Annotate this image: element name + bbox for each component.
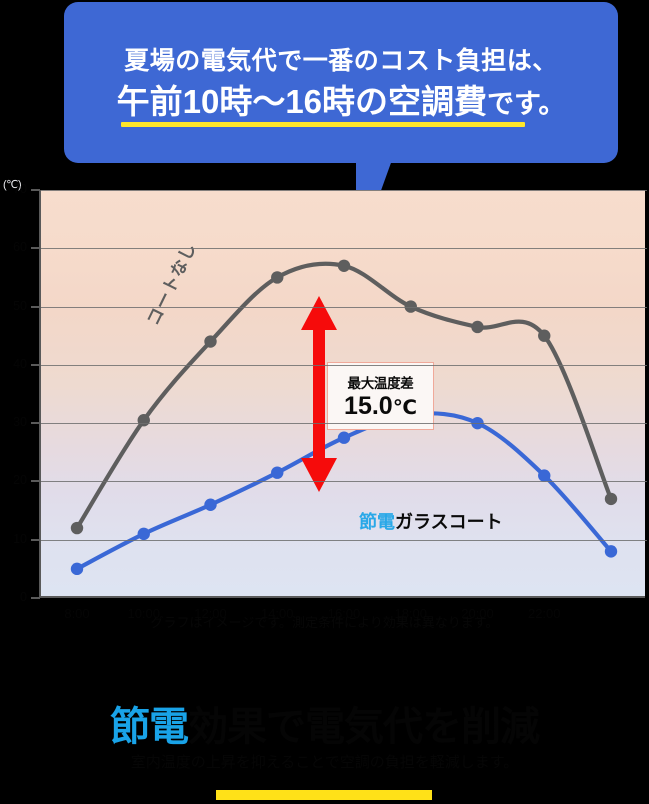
x-axis-tick-label: 12:00 bbox=[194, 606, 227, 621]
y-axis-unit-label: (℃) bbox=[3, 179, 22, 191]
y-axis-tick bbox=[31, 247, 40, 250]
y-axis-tick-label: 20 bbox=[13, 473, 27, 488]
data-point bbox=[271, 271, 284, 284]
data-point bbox=[538, 469, 551, 482]
y-axis-tick-label: 10 bbox=[13, 531, 27, 546]
data-point bbox=[271, 466, 284, 479]
y-axis-tick bbox=[31, 422, 40, 425]
series-label-glass-coat: 節電ガラスコート bbox=[359, 508, 503, 534]
gridline bbox=[41, 306, 647, 308]
data-point bbox=[70, 521, 84, 535]
footer-axis-note: グラフはイメージです。測定条件により効果は異なります。 bbox=[150, 615, 499, 630]
x-axis-tick-label: 14:00 bbox=[260, 606, 294, 621]
bubble-line-2-main: 午前10時〜16時の空調費 bbox=[116, 83, 488, 121]
max-difference-value: 15.0℃ bbox=[344, 393, 417, 419]
data-point bbox=[337, 259, 351, 272]
gridline bbox=[41, 539, 647, 541]
y-axis-tick bbox=[31, 305, 40, 308]
footer-section: グラフはイメージです。測定条件により効果は異なります。 節電効果で電気代を削減 … bbox=[0, 612, 649, 804]
x-axis-tick-label: 20:00 bbox=[461, 606, 494, 621]
y-axis-tick bbox=[31, 538, 40, 541]
y-axis-tick bbox=[31, 480, 40, 483]
bubble-line-2: 午前10時〜16時の空調費です。 bbox=[116, 83, 566, 121]
footer-headline-keyword: 節電 bbox=[110, 705, 189, 749]
series-lines bbox=[70, 259, 618, 576]
max-difference-unit: ℃ bbox=[392, 397, 417, 420]
data-point bbox=[137, 527, 150, 541]
bubble-line-2-tail: です。 bbox=[487, 89, 566, 120]
gridline bbox=[41, 481, 647, 483]
data-point bbox=[604, 492, 618, 506]
data-point bbox=[204, 498, 217, 511]
y-axis-tick-label: 40 bbox=[13, 356, 27, 371]
y-axis-tick bbox=[31, 597, 40, 599]
x-axis-tick-label: 8:00 bbox=[64, 606, 90, 621]
data-point bbox=[137, 414, 150, 427]
y-axis-tick bbox=[31, 189, 40, 191]
footer-highlight-bar bbox=[216, 790, 432, 800]
gridline bbox=[41, 423, 647, 425]
x-axis-tick-label: 16:00 bbox=[327, 606, 361, 621]
max-difference-callout: 最大温度差 15.0℃ bbox=[327, 362, 434, 430]
x-axis-tick-label: 22:00 bbox=[527, 606, 561, 621]
speech-bubble: 夏場の電気代で一番のコスト負担は、 午前10時〜16時の空調費です。 bbox=[64, 2, 618, 163]
y-axis-tick-label: 30 bbox=[13, 415, 27, 430]
gridline bbox=[41, 248, 647, 250]
plot-area: コートなし 節電ガラスコート 最大温度差 15.0℃ 0 10 20 30 40 50 60… bbox=[13, 182, 647, 621]
data-point bbox=[70, 562, 84, 576]
x-axis-tick-label: 10:00 bbox=[127, 606, 161, 621]
y-axis-tick-label: 70 bbox=[13, 182, 27, 196]
max-difference-number: 15.0 bbox=[344, 392, 393, 421]
max-difference-label: 最大温度差 bbox=[347, 376, 414, 392]
bubble-underline bbox=[120, 122, 526, 128]
series-label-keyword: 節電 bbox=[359, 512, 395, 532]
data-point bbox=[471, 320, 484, 334]
y-axis-tick-label: 50 bbox=[13, 298, 27, 313]
gridline bbox=[41, 190, 647, 191]
data-point bbox=[604, 545, 618, 558]
data-point bbox=[538, 329, 551, 342]
data-point bbox=[204, 335, 217, 348]
bubble-line-1: 夏場の電気代で一番のコスト負担は、 bbox=[124, 46, 558, 75]
y-axis-tick bbox=[31, 363, 40, 366]
y-axis-tick-label: 0 bbox=[20, 590, 27, 604]
series-label-rest: ガラスコート bbox=[395, 512, 503, 532]
footer-subtext: 室内温度の上昇を抑えることで空調の負担を軽減します。 bbox=[130, 754, 519, 771]
max-difference-arrow-icon bbox=[301, 296, 337, 492]
footer-headline-rest: 効果で電気代を削減 bbox=[188, 705, 540, 749]
bubble-line-2-wrapper: 午前10時〜16時の空調費です。 bbox=[116, 83, 566, 128]
gridline bbox=[41, 364, 647, 366]
footer-headline: 節電効果で電気代を削減 bbox=[0, 694, 649, 752]
temperature-chart: (℃) コートなし 節電ガラスコート 最大温度差 15.0℃ 0 10 20 30 40… bbox=[0, 178, 649, 621]
data-point bbox=[337, 431, 351, 444]
x-axis-tick-label: 18:00 bbox=[394, 606, 428, 621]
y-axis-tick-label: 60 bbox=[13, 240, 27, 255]
